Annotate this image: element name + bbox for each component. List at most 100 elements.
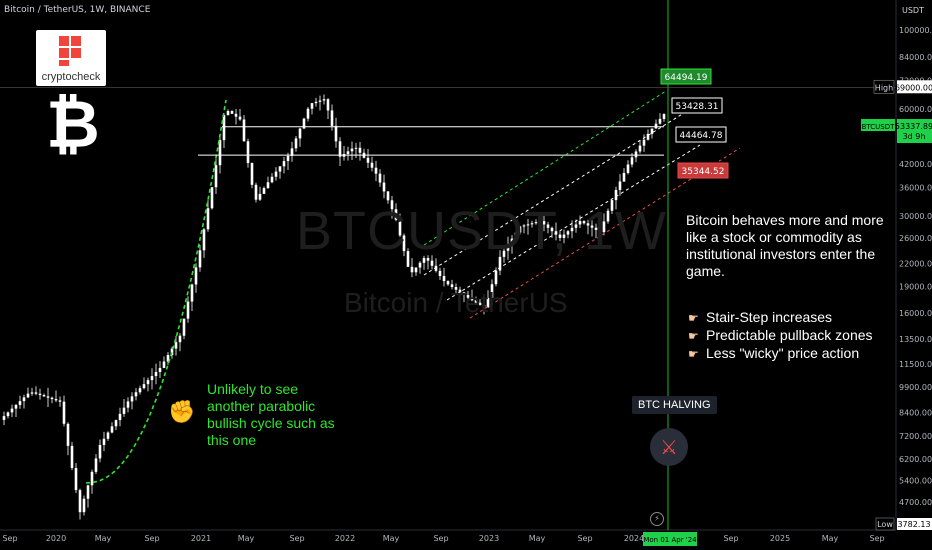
x-tick-label: Sep [869,534,884,543]
high-label: High [875,83,893,92]
candle-body [94,458,98,472]
candle-body [214,165,218,188]
candle-body [238,116,242,120]
candle-body [614,189,618,201]
y-tick-label: 19000.00 [899,282,932,291]
x-tick-label: 2023 [479,534,499,543]
candle-body [142,384,146,389]
y-tick-label: 42000.00 [899,160,932,169]
candle-body [118,413,122,421]
logo-text: cryptocheck [41,71,101,83]
candle-body [450,284,454,288]
candle-body [378,173,382,183]
candle-body [18,401,22,405]
x-tick-label: May [95,534,112,543]
candle-body [70,445,74,468]
crossed-swords-icon[interactable]: ⚔ [650,428,688,466]
candle-body [338,141,342,157]
high-value-badge [897,80,932,94]
candle-body [38,393,42,396]
candle-body [438,270,442,276]
candle-body [246,141,250,164]
candle-body [34,392,38,394]
currency-label: USDT [902,6,924,15]
y-tick-label: 36000.00 [899,184,932,193]
candle-body [294,138,298,149]
candle-body [358,147,362,153]
y-tick-label: 9900.00 [899,383,932,392]
candle-body [590,225,594,228]
candle-body [630,157,634,165]
current-ticker: BTCUSDT [862,123,896,131]
symbol-header[interactable]: Bitcoin / TetherUS, 1W, BINANCE [4,5,151,15]
candle-body [42,395,46,397]
candle-body [442,275,446,282]
x-tick-label: Sep [144,534,159,543]
candle-body [638,145,642,152]
main-note: Bitcoin behaves more and more like a sto… [686,212,884,279]
candle-body [622,172,626,182]
candle-body [110,426,114,433]
price-tag-label: 53428.31 [676,102,719,112]
candle-body [570,227,574,232]
low-label: Low [877,520,893,529]
candle-body [30,392,34,394]
price-tag[interactable] [677,162,729,179]
y-tick-label: 100000.00 [899,26,932,35]
candle-body [282,161,286,167]
candle-body [522,225,526,227]
candle-body [230,110,234,114]
candle-body [394,209,398,220]
candle-body [498,256,502,271]
logo-mark-icon [59,36,85,66]
y-tick-label: 26000.00 [899,234,932,243]
price-tag[interactable] [671,97,723,114]
parabolic-note: Unlikely to see another parabolic bullis… [207,381,335,448]
y-tick-label: 5400.00 [899,477,932,486]
candle-body [114,420,118,427]
candle-body [314,101,318,104]
x-tick-label: Sep [289,534,304,543]
candle-body [174,342,178,349]
candle-body [390,200,394,210]
candle-body [266,182,270,189]
candle-body [602,221,606,233]
candle-body [454,287,458,290]
bullet-item: ☛ Stair-Step increases [688,309,833,325]
lightning-icon[interactable]: ⚡ [650,512,664,526]
candle-body [262,188,266,194]
candle-body [90,471,94,486]
candle-body [130,396,134,402]
candle-body [654,123,658,129]
x-tick-label: Sep [577,534,592,543]
candle-body [534,222,538,224]
candle-body [138,388,142,393]
candle-body [382,182,386,192]
y-tick-label: 11500.00 [899,360,932,369]
candle-body [618,181,622,190]
price-tag[interactable] [660,68,712,85]
candle-body [414,267,418,273]
price-tag[interactable] [675,126,727,143]
candle-body [478,302,482,306]
candle-body [66,423,70,446]
halving-label[interactable]: BTC HALVING [632,396,717,414]
candle-body [22,397,26,402]
hand-pointing-icon: ☛ [688,311,699,325]
candle-body [574,224,578,228]
candle-body [234,113,238,117]
candle-body [322,99,326,101]
candle-body [398,219,402,236]
y-tick-label: 7200.00 [899,432,932,441]
candle-body [146,380,150,385]
candle-body [646,133,650,140]
candle-body [370,162,374,168]
candle-body [74,467,78,491]
price-tag-label: 44464.78 [680,131,723,141]
candle-body [430,260,434,266]
candle-body [578,221,582,225]
candle-body [610,200,614,211]
x-tick-label: May [383,534,400,543]
candle-body [318,100,322,102]
